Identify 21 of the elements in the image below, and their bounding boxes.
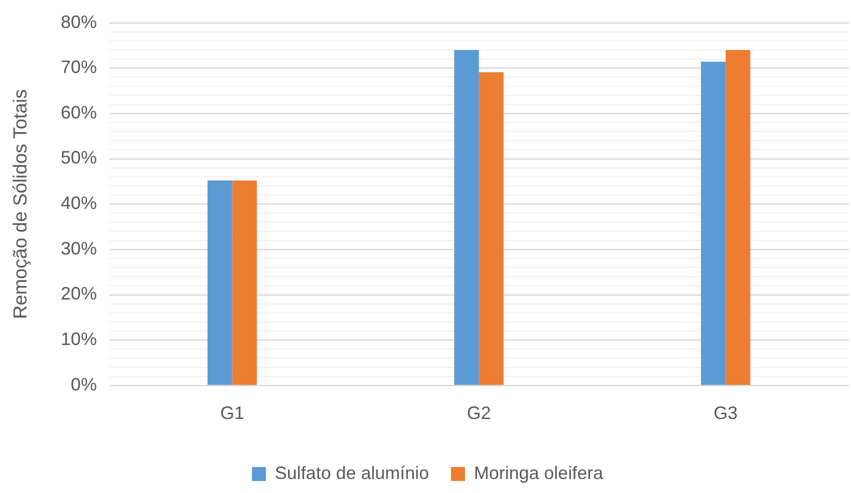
bar bbox=[208, 180, 232, 385]
x-tick-label: G3 bbox=[714, 403, 738, 424]
bar bbox=[232, 180, 257, 385]
bar bbox=[478, 72, 504, 385]
y-tick-label: 0% bbox=[70, 374, 97, 394]
bar bbox=[726, 50, 750, 385]
y-tick-label: 10% bbox=[60, 329, 97, 350]
y-tick-label: 60% bbox=[60, 102, 97, 122]
bar bbox=[454, 50, 479, 385]
y-axis-title: Remoção de Sólidos Totais bbox=[10, 89, 32, 320]
y-tick-label: 70% bbox=[60, 57, 97, 78]
x-tick-label: G1 bbox=[220, 403, 244, 424]
x-tick-label: G2 bbox=[466, 403, 491, 424]
y-tick-label: 30% bbox=[60, 238, 97, 258]
y-tick-label: 40% bbox=[60, 193, 97, 214]
y-tick-label: 20% bbox=[60, 284, 97, 304]
y-tick-label: 50% bbox=[60, 148, 97, 168]
legend-label: Sulfato de alumínio bbox=[274, 462, 430, 483]
legend-label: Moringa oleifera bbox=[474, 462, 604, 483]
y-tick-label: 80% bbox=[60, 12, 97, 32]
bar bbox=[700, 62, 726, 385]
